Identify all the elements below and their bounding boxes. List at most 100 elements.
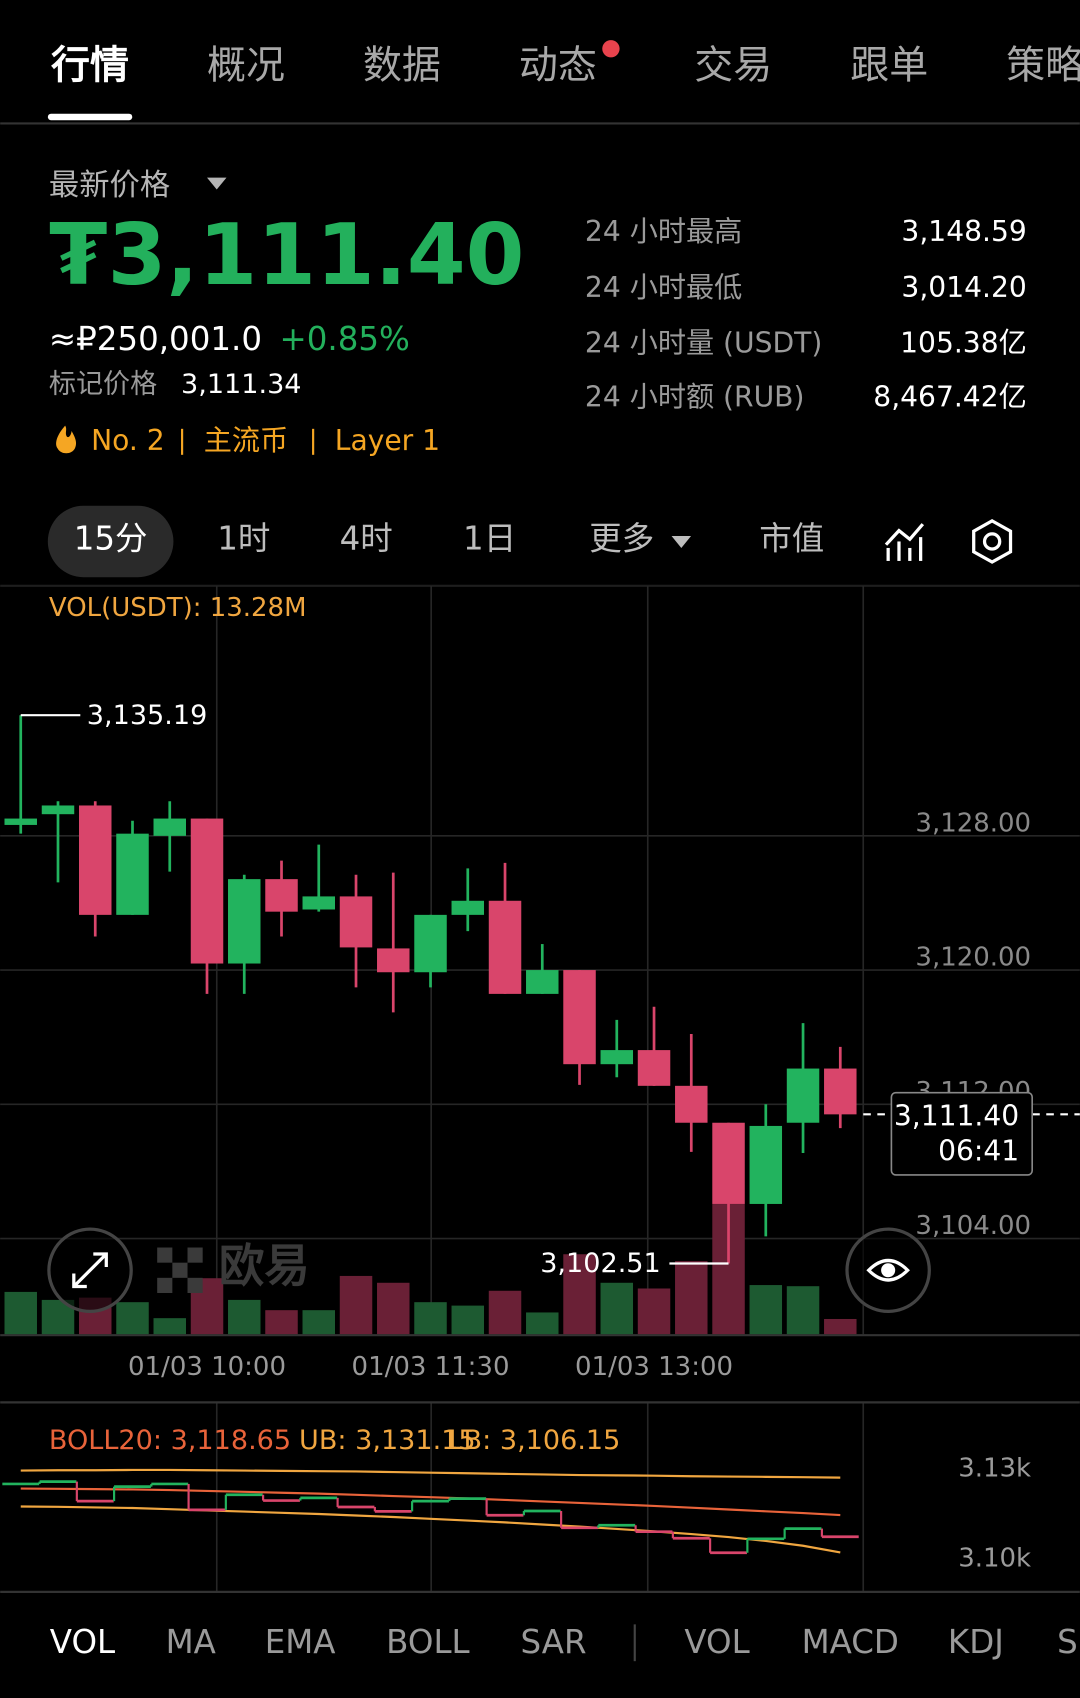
y-tick-label: 3,120.00: [915, 943, 1031, 973]
volume-bar: [265, 1310, 298, 1335]
candle-body: [339, 896, 373, 948]
candle-body: [116, 833, 149, 915]
indicator-tab[interactable]: SI: [1057, 1623, 1080, 1661]
watermark-text: 欧易: [219, 1240, 310, 1293]
x-tick-label: 01/03 13:00: [575, 1352, 733, 1382]
candle-body: [302, 896, 336, 910]
legend-entry: LB: 3,106.15: [448, 1425, 620, 1456]
candle-body: [190, 818, 224, 964]
interval[interactable]: 4时: [340, 519, 393, 557]
candle-body: [488, 900, 522, 994]
tag[interactable]: 主流币: [204, 424, 288, 457]
rank[interactable]: No. 2: [91, 424, 165, 457]
indicator-tab[interactable]: BOLL: [386, 1623, 469, 1661]
tab[interactable]: 策略: [1006, 44, 1080, 89]
interval-bar: 15分 1时 4时 1日 更多 市值: [74, 519, 825, 557]
indicator-tab[interactable]: MACD: [802, 1623, 899, 1661]
candle-body: [749, 1125, 783, 1204]
max-annotation: 3,135.19: [87, 700, 208, 731]
legend-entry: BOLL20: 3,118.65: [49, 1425, 291, 1456]
stat-value: 3,014.20: [901, 271, 1026, 304]
candle-body: [41, 805, 75, 815]
indicator-tab[interactable]: KDJ: [948, 1623, 1004, 1661]
tab[interactable]: 数据: [363, 44, 441, 89]
volume-bar: [377, 1282, 410, 1335]
dropdown-arrow[interactable]: [207, 177, 227, 190]
candle-body: [637, 1050, 671, 1086]
volume-label: VOL(USDT): 13.28M: [49, 593, 307, 623]
x-tick-label: 01/03 10:00: [128, 1352, 286, 1382]
tag[interactable]: Layer 1: [335, 424, 440, 457]
price-label[interactable]: 最新价格: [49, 168, 170, 203]
candle-body: [526, 970, 559, 994]
indicator-tab[interactable]: VOL: [684, 1623, 749, 1661]
candle-body: [377, 948, 410, 973]
watermark: [157, 1247, 203, 1293]
candle-body: [786, 1068, 820, 1123]
min-annotation: 3,102.51: [540, 1248, 661, 1279]
volume-bar: [228, 1299, 261, 1335]
expand-button[interactable]: [47, 1227, 133, 1314]
indicator-tab[interactable]: VOL: [50, 1623, 115, 1661]
settings-icon[interactable]: [972, 519, 1013, 564]
y-tick-label: 3,104.00: [915, 1211, 1031, 1241]
volume-bar: [675, 1261, 708, 1335]
volume-bar: [600, 1282, 634, 1335]
tab[interactable]: 概况: [207, 44, 285, 89]
dropdown-arrow[interactable]: [671, 536, 692, 548]
tab[interactable]: 跟单: [850, 44, 928, 89]
volume-bar: [116, 1302, 149, 1335]
interval[interactable]: 1日: [463, 519, 516, 557]
interval[interactable]: 市值: [759, 519, 824, 557]
tab[interactable]: 交易: [694, 44, 772, 89]
stat-label: 24 小时额 (RUB): [585, 381, 805, 414]
volume-bar: [563, 1254, 596, 1335]
volume-bar: [526, 1312, 559, 1335]
countdown: 06:41: [938, 1134, 1019, 1167]
volume-bar: [4, 1291, 37, 1335]
tab[interactable]: 动态: [519, 44, 597, 89]
x-tick-label: 01/03 11:30: [352, 1352, 510, 1382]
interval[interactable]: 更多: [589, 519, 654, 557]
volume-bar: [339, 1275, 373, 1335]
active-interval-pill[interactable]: [47, 505, 174, 578]
indicator-tab[interactable]: SAR: [521, 1623, 587, 1661]
last-price-label: 3,111.40: [894, 1100, 1019, 1133]
y-tick-label: 3.13k: [958, 1454, 1031, 1484]
active-tab-underline: [47, 113, 133, 121]
mark-price-label: 标记价格: [49, 369, 157, 400]
boll-line: [20, 1505, 841, 1554]
interval[interactable]: 15分: [74, 519, 148, 557]
notification-dot: [602, 40, 620, 58]
boll-chart: 3.13k 3.10k BOLL20: 3,118.65 UB: 3,131.15LB…: [2, 1425, 1031, 1573]
change-percent: +0.85%: [280, 320, 410, 358]
volume-bar: [824, 1318, 857, 1335]
candle-body: [79, 805, 112, 915]
stat-label: 24 小时最低: [585, 271, 742, 304]
candle-body: [824, 1068, 857, 1115]
candle-body: [600, 1050, 634, 1065]
interval[interactable]: 1时: [217, 519, 270, 557]
indicator-tab[interactable]: MA: [166, 1623, 216, 1661]
stat-value: 3,148.59: [901, 215, 1026, 248]
last-price-box: [890, 1091, 1033, 1176]
legend-entry: UB: 3,131.15: [299, 1425, 476, 1456]
volume-bar: [153, 1318, 186, 1335]
last-price: ₮3,111.40: [49, 206, 525, 304]
indicator-tab[interactable]: EMA: [265, 1623, 336, 1661]
eye-button[interactable]: [845, 1227, 931, 1314]
stat-label: 24 小时量 (USDT): [585, 326, 822, 359]
candle-body: [4, 818, 37, 825]
stat-value: 8,467.42亿: [873, 381, 1026, 414]
y-tick-label: 3.10k: [958, 1543, 1031, 1573]
indicator-icon[interactable]: [884, 523, 925, 561]
top-tabs: 行情 概况 数据 动态 交易 跟单 策略: [51, 44, 1080, 89]
mark-price: 3,111.34: [181, 369, 302, 400]
candle-body: [563, 970, 596, 1065]
stat-label: 24 小时最高: [585, 215, 742, 248]
rub-price: ≈₽250,001.0: [49, 320, 262, 358]
volume-bar: [786, 1286, 820, 1335]
tab[interactable]: 行情: [51, 44, 129, 89]
stats-list: 24 小时最高 3,148.59 24 小时最低 3,014.20 24 小时量 (US…: [585, 215, 1027, 414]
